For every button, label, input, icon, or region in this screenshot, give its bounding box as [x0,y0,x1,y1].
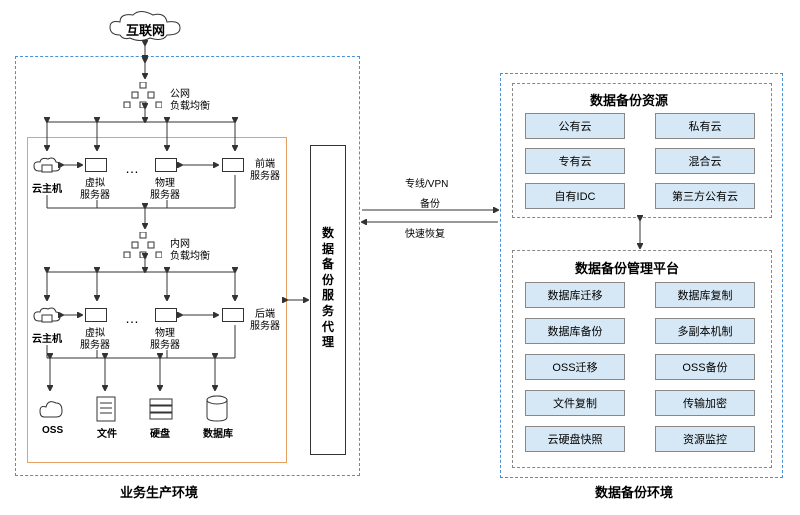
connections [0,0,800,515]
